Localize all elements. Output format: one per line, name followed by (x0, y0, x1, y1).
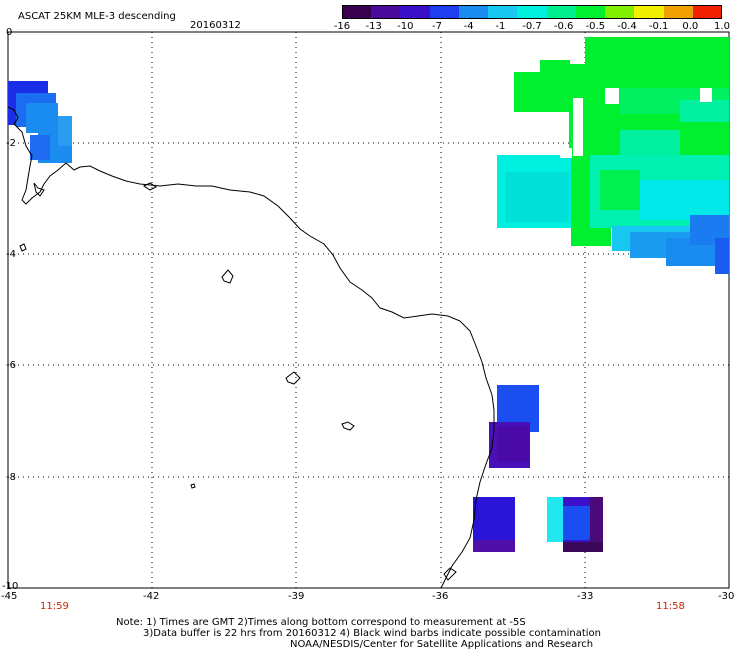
colorbar-cell (517, 5, 548, 19)
colorbar-tick-label: -16 (333, 21, 351, 32)
colorbar-tick-label: -10 (397, 21, 414, 32)
note-line-3: NOAA/NESDIS/Center for Satellite Applica… (290, 639, 594, 650)
colorbar-tick-label: -4 (463, 21, 474, 32)
colorbar-tick-label: -0.1 (648, 21, 669, 32)
x-tick-4: -33 (577, 591, 594, 602)
data-patch-central (489, 385, 539, 468)
colorbar-tick-label: 1.0 (714, 21, 730, 32)
y-tick-3: -6 (6, 360, 16, 371)
colorbar-cell (429, 5, 460, 19)
colorbar-cell (634, 5, 665, 19)
colorbar-cell (488, 5, 518, 19)
colorbar-frame (342, 5, 722, 19)
y-tick-5: -10 (2, 581, 19, 592)
colorbar-tick-label: -0.5 (585, 21, 606, 32)
y-tick-2: -4 (6, 249, 16, 260)
time-left: 11:59 (40, 601, 69, 612)
colorbar-tick-label: -0.4 (617, 21, 637, 32)
colorbar-cell (605, 5, 635, 19)
colorbar-tick-label: 0.0 (682, 21, 699, 32)
y-tick-0: 0 (6, 27, 13, 38)
x-tick-0: -45 (1, 591, 18, 602)
x-tick-3: -36 (432, 591, 449, 602)
colorbar-cell (575, 5, 606, 19)
data-patch-northwest (8, 81, 72, 163)
colorbar-tick-label: -13 (365, 21, 382, 32)
x-tick-1: -42 (143, 591, 160, 602)
colorbar-cell (458, 5, 489, 19)
colorbar-tick-label: -7 (432, 21, 442, 32)
colorbar-cell (342, 5, 372, 19)
y-tick-1: -2 (6, 138, 16, 149)
note-line-2: 3)Data buffer is 22 hrs from 20160312 4)… (143, 628, 601, 639)
note-line-1: Note: 1) Times are GMT 2)Times along bot… (116, 617, 526, 628)
y-tick-4: -8 (6, 472, 16, 483)
plot-frame (7, 31, 730, 589)
product-title: ASCAT 25KM MLE-3 descending (18, 11, 176, 22)
x-tick-5: -30 (718, 591, 735, 602)
data-patch-northeast (497, 37, 729, 274)
colorbar-cell (371, 5, 401, 19)
product-date: 20160312 (190, 20, 241, 31)
colorbar-cell (400, 5, 431, 19)
x-tick-2: -39 (288, 591, 305, 602)
colorbar-tick-label: -0.6 (553, 21, 574, 32)
colorbar-cell (546, 5, 577, 19)
colorbar-tick-label: -1 (495, 21, 506, 32)
data-patch-south (473, 497, 603, 552)
coastline (7, 106, 495, 589)
colorbar-cell (663, 5, 694, 19)
time-right: 11:58 (656, 601, 685, 612)
colorbar-cell (692, 5, 723, 19)
colorbar-tick-label: -0.7 (522, 21, 542, 32)
